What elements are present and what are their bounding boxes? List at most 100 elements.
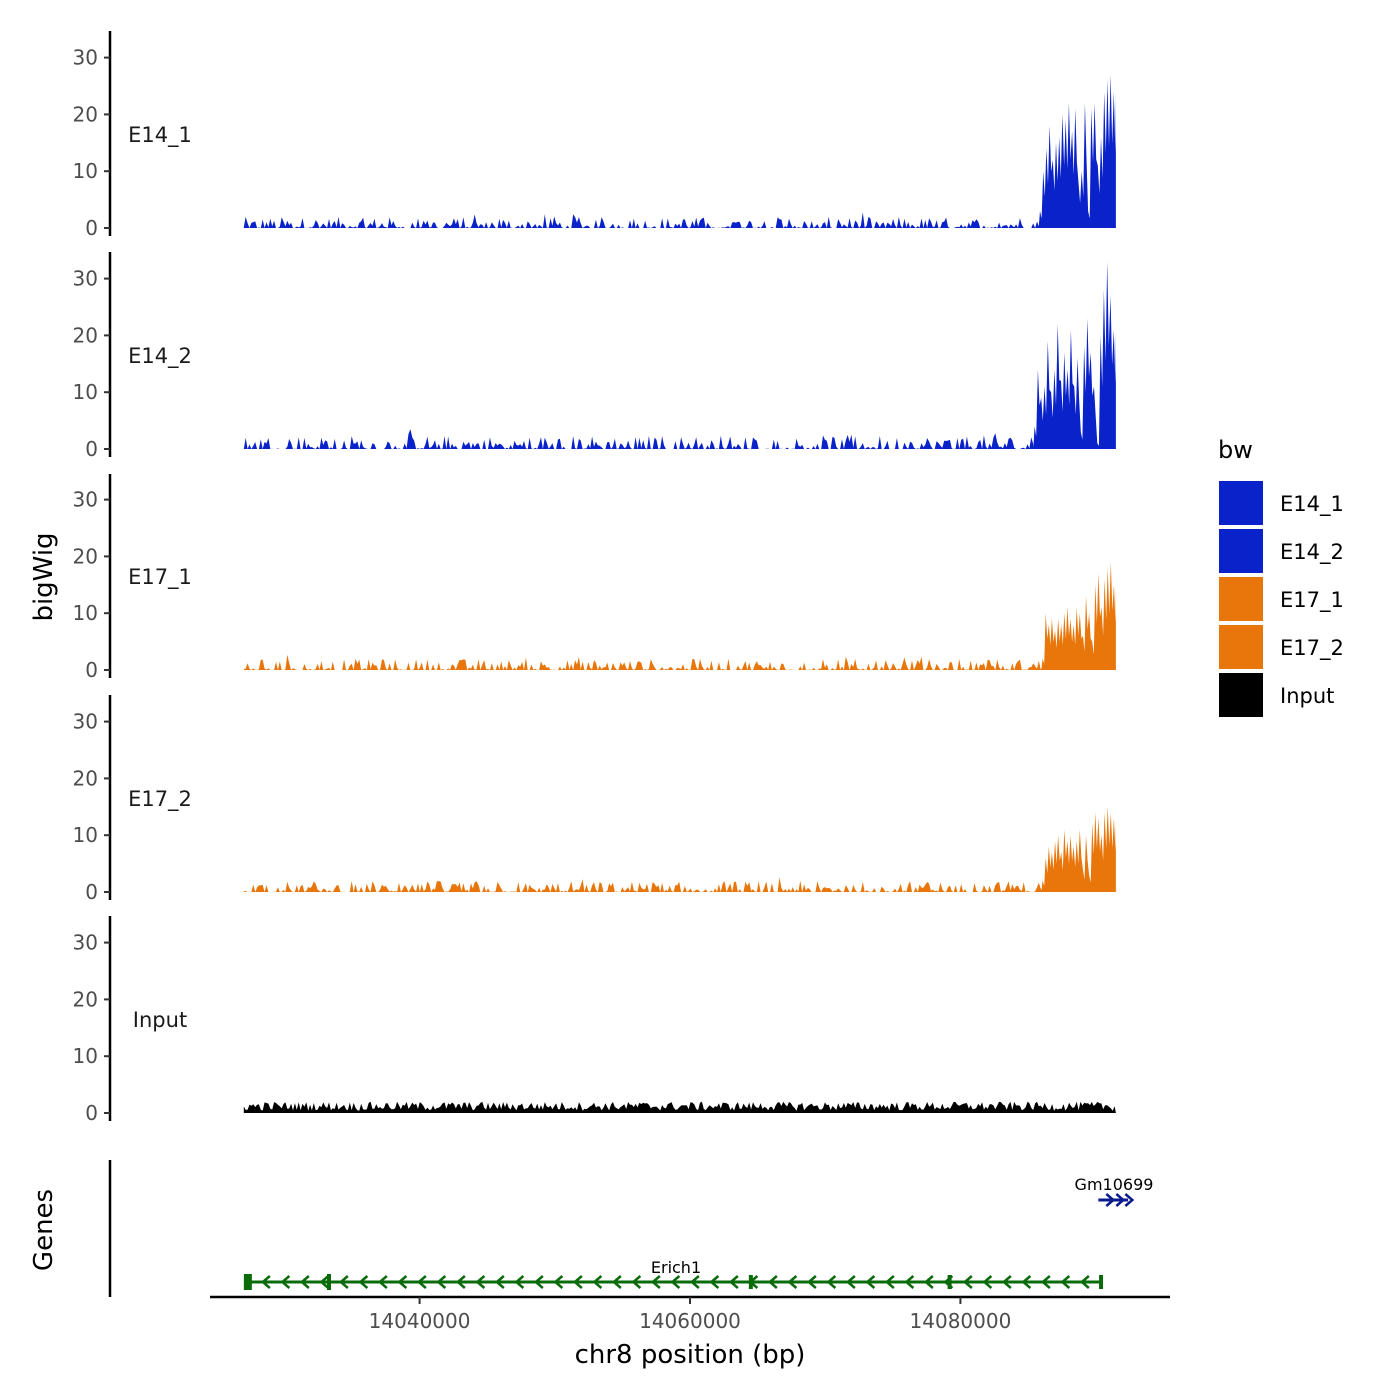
gene-erich1-strand-arrow <box>319 1275 330 1289</box>
legend-swatch-e17-2 <box>1217 623 1265 671</box>
gene-erich1-strand-arrow <box>1040 1275 1051 1289</box>
x-axis: 14040000 14060000 14080000 <box>210 1295 1170 1333</box>
y-tick-label: 0 <box>85 658 98 682</box>
gene-erich1-strand-arrow <box>494 1275 505 1289</box>
gene-erich1-exon <box>326 1274 331 1290</box>
gene-erich1-strand-arrow <box>689 1275 700 1289</box>
y-tick-label: 20 <box>73 323 98 347</box>
legend-label-e17-2: E17_2 <box>1280 636 1344 661</box>
y-tick-label: 30 <box>73 710 98 734</box>
gene-erich1-strand-arrow <box>436 1275 447 1289</box>
legend: bw E14_1 E14_2 E17_1 E17_2 Input <box>1217 436 1344 719</box>
y-tick-label: 20 <box>73 766 98 790</box>
y-tick-label: 0 <box>85 1101 98 1125</box>
gene-erich1-strand-arrow <box>611 1275 622 1289</box>
legend-title: bw <box>1218 436 1253 464</box>
gene-erich1-strand-arrow <box>358 1275 369 1289</box>
y-tick-label: 20 <box>73 987 98 1011</box>
gene-erich1-strand-arrow <box>338 1275 349 1289</box>
y-tick-label: 10 <box>73 380 98 404</box>
legend-swatch-e14-1 <box>1217 479 1265 527</box>
legend-swatch-input <box>1217 671 1265 719</box>
gene-erich1-strand-arrow <box>397 1275 408 1289</box>
y-tick-label: 0 <box>85 437 98 461</box>
gene-erich1-strand-arrow <box>592 1275 603 1289</box>
gene-erich1-strand-arrow <box>709 1275 720 1289</box>
gene-erich1-strand-arrow <box>416 1275 427 1289</box>
gene-erich1-strand-arrow <box>767 1275 778 1289</box>
gene-erich1-strand-arrow <box>865 1275 876 1289</box>
gene-erich1-strand-arrow <box>260 1275 271 1289</box>
y-tick-label: 20 <box>73 544 98 568</box>
gene-erich1-strand-arrow <box>806 1275 817 1289</box>
y-tick-label: 10 <box>73 823 98 847</box>
gene-erich1-strand-arrow <box>904 1275 915 1289</box>
gene-erich1-strand-arrow <box>377 1275 388 1289</box>
y-tick-label: 10 <box>73 159 98 183</box>
legend-label-e17-1: E17_1 <box>1280 588 1344 613</box>
gene-erich1-strand-arrow <box>884 1275 895 1289</box>
gene-erich1-strand-arrow <box>533 1275 544 1289</box>
track-label: E14_1 <box>128 123 192 148</box>
gene-erich1-strand-arrow <box>299 1275 310 1289</box>
y-tick-label: 0 <box>85 216 98 240</box>
track-panel-e17-2: 0 10 20 30 E17_2 <box>73 695 1116 904</box>
y-axis-title: bigWig <box>29 532 59 621</box>
gene-erich1: Erich1 <box>243 1258 1104 1290</box>
gene-erich1-strand-arrow <box>826 1275 837 1289</box>
signal-area <box>243 806 1116 892</box>
track-label: E17_2 <box>128 787 192 812</box>
gene-erich1-strand-arrow <box>475 1275 486 1289</box>
gene-gm10699-strand-arrow <box>1115 1193 1126 1207</box>
track-label: Input <box>133 1008 187 1032</box>
gene-erich1-strand-arrow <box>962 1275 973 1289</box>
legend-label-input: Input <box>1280 684 1334 708</box>
gene-erich1-strand-arrow <box>670 1275 681 1289</box>
gene-erich1-label: Erich1 <box>651 1258 701 1277</box>
y-tick-label: 0 <box>85 880 98 904</box>
y-tick-label: 30 <box>73 46 98 70</box>
signal-area <box>243 261 1116 449</box>
track-label: E17_1 <box>128 565 192 590</box>
track-panel-e14-1: 0 10 20 30 E14_1 <box>73 31 1116 240</box>
track-panels: 0 10 20 30 E14_1 0 10 20 30 E14_2 0 10 20 30 E17_1 0 10 2… <box>73 31 1116 1125</box>
gene-erich1-strand-arrow <box>728 1275 739 1289</box>
y-tick-label: 30 <box>73 488 98 512</box>
gene-erich1-strand-arrow <box>943 1275 954 1289</box>
gene-erich1-strand-arrow <box>845 1275 856 1289</box>
x-tick-label: 14040000 <box>369 1309 471 1333</box>
gene-erich1-strand-arrow <box>748 1275 759 1289</box>
gene-erich1-exon <box>243 1274 252 1290</box>
signal-area <box>243 562 1116 670</box>
gene-erich1-exon <box>1099 1275 1104 1289</box>
track-panel-input: 0 10 20 30 Input <box>73 916 1116 1125</box>
genes-panel: Erich1 Gm10699 <box>108 1160 1154 1297</box>
gene-erich1-strand-arrow <box>1001 1275 1012 1289</box>
gene-erich1-strand-arrow <box>514 1275 525 1289</box>
y-tick-label: 20 <box>73 102 98 126</box>
x-tick-label: 14080000 <box>910 1309 1012 1333</box>
gene-gm10699: Gm10699 <box>1075 1175 1154 1207</box>
signal-area <box>243 74 1116 228</box>
gene-erich1-strand-arrow <box>1060 1275 1071 1289</box>
gene-erich1-strand-arrow <box>280 1275 291 1289</box>
gene-erich1-strand-arrow <box>455 1275 466 1289</box>
track-panel-e17-1: 0 10 20 30 E17_1 <box>73 474 1116 682</box>
gene-gm10699-label: Gm10699 <box>1075 1175 1154 1194</box>
gene-erich1-strand-arrow <box>572 1275 583 1289</box>
gene-erich1-strand-arrow <box>1079 1275 1090 1289</box>
track-label: E14_2 <box>128 344 192 369</box>
signal-area <box>243 1101 1116 1113</box>
gene-erich1-strand-arrow <box>982 1275 993 1289</box>
y-tick-label: 10 <box>73 601 98 625</box>
genes-axis-title: Genes <box>29 1189 59 1271</box>
track-panel-e14-2: 0 10 20 30 E14_2 <box>73 252 1116 461</box>
legend-swatch-e14-2 <box>1217 527 1265 575</box>
x-axis-title: chr8 position (bp) <box>575 1340 806 1370</box>
y-tick-label: 30 <box>73 931 98 955</box>
x-tick-label: 14060000 <box>639 1309 741 1333</box>
legend-label-e14-2: E14_2 <box>1280 540 1344 565</box>
y-tick-label: 30 <box>73 267 98 291</box>
gene-erich1-strand-arrow <box>650 1275 661 1289</box>
